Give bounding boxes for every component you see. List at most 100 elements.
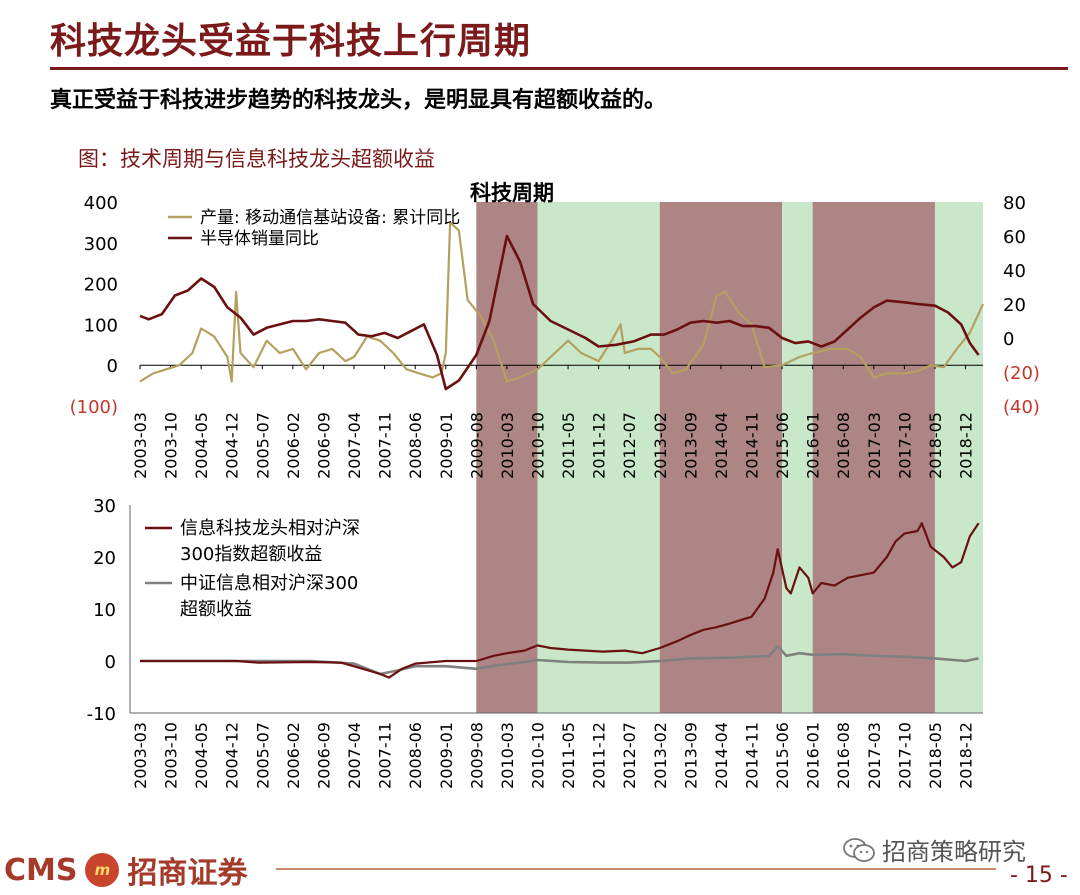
page-number: - 15 - [1010, 863, 1068, 888]
top-x-tick-label: 2006-02 [284, 412, 303, 479]
top-x-tick-label: 2004-05 [192, 412, 211, 479]
bottom-x-tick-label: 2013-09 [681, 722, 700, 789]
top-x-tick-label: 2014-04 [712, 412, 731, 479]
bottom-x-tick-label: 2014-04 [712, 722, 731, 789]
cycle-shade-2 [659, 202, 783, 713]
top-x-tick-label: 2013-09 [681, 412, 700, 479]
right-tick-label: 40 [1003, 261, 1026, 282]
bottom-y-tick-label: 30 [93, 496, 116, 517]
left-tick-label: 0 [107, 356, 118, 377]
left-tick-label: 300 [84, 234, 118, 255]
cycle-shade-4 [812, 202, 935, 713]
series-line-semiconductor [139, 234, 980, 391]
bottom-x-tick-label: 2015-06 [773, 722, 792, 789]
top-x-tick-label: 2012-07 [620, 412, 639, 479]
legend-label-csi-info-2: 超额收益 [180, 599, 252, 620]
cycle-shade-3 [782, 202, 813, 713]
top-x-tick-label: 2011-12 [590, 412, 609, 479]
page-subtitle: 真正受益于科技进步趋势的科技龙头，是明显具有超额收益的。 [50, 87, 667, 113]
bottom-x-tick-label: 2017-10 [895, 722, 914, 789]
top-x-tick-label: 2014-11 [743, 412, 762, 479]
legend-label-tech-leaders-1: 信息科技龙头相对沪深 [180, 518, 360, 539]
title-underline [50, 67, 1068, 70]
bottom-y-tick-label: -10 [87, 704, 116, 725]
bottom-x-tick-label: 2007-11 [376, 722, 395, 789]
bottom-x-tick-label: 2016-01 [804, 722, 823, 789]
top-x-tick-label: 2005-07 [253, 412, 272, 479]
logo-emblem-icon: m [85, 853, 120, 887]
bottom-x-tick-label: 2005-07 [253, 722, 272, 789]
top-x-tick-label: 2007-11 [376, 412, 395, 479]
top-x-tick-label: 2009-01 [437, 412, 456, 479]
footer-divider [276, 868, 996, 870]
left-tick-label: 100 [84, 315, 118, 336]
top-x-tick-label: 2018-05 [926, 412, 945, 479]
chart-area: 科技周期(100)0100200300400(40)(20)0204060802… [70, 181, 1040, 789]
legend-label-csi-info-1: 中证信息相对沪深300 [180, 573, 358, 594]
bottom-x-tick-label: 2007-04 [345, 722, 364, 789]
bottom-x-tick-label: 2006-09 [314, 722, 333, 789]
top-x-tick-label: 2016-08 [834, 412, 853, 479]
bottom-x-tick-label: 2003-10 [162, 722, 181, 789]
top-x-tick-label: 2016-01 [804, 412, 823, 479]
left-tick-label: (100) [70, 397, 118, 418]
right-tick-label: 20 [1003, 295, 1026, 316]
right-tick-label: (40) [1003, 397, 1040, 418]
top-x-tick-label: 2017-10 [895, 412, 914, 479]
bottom-x-tick-label: 2009-01 [437, 722, 456, 789]
cycle-shade-1 [537, 202, 660, 713]
left-tick-label: 200 [84, 275, 118, 296]
series-line-tech-leaders [140, 522, 980, 679]
top-x-tick-label: 2003-10 [162, 412, 181, 479]
top-x-tick-label: 2011-05 [559, 412, 578, 479]
bottom-x-tick-label: 2008-06 [406, 722, 425, 789]
bottom-y-tick-label: 10 [93, 600, 116, 621]
top-x-tick-label: 2017-03 [865, 412, 884, 479]
bottom-x-tick-label: 2006-02 [284, 722, 303, 789]
top-x-tick-label: 2003-03 [131, 412, 150, 479]
top-x-tick-label: 2009-08 [467, 412, 486, 479]
top-chart: 科技周期 (100) 0 100 200 300 400 (40) (20) 0 20 40 60 80 2… [70, 181, 1040, 479]
bottom-x-tick-label: 2004-05 [192, 722, 211, 789]
bottom-x-tick-label: 2018-05 [926, 722, 945, 789]
top-x-tick-label: 2007-04 [345, 412, 364, 479]
wechat-account: 招商策略研究 [842, 832, 1026, 867]
figure-title: 图：技术周期与信息科技龙头超额收益 [78, 147, 435, 171]
company-logo: CMS m 招商证券 [4, 850, 248, 892]
wechat-account-name: 招商策略研究 [882, 838, 1026, 866]
top-x-tick-label: 2008-06 [406, 412, 425, 479]
cycle-shading [476, 202, 983, 713]
bottom-x-tick-label: 2004-12 [223, 722, 242, 789]
legend-label-semiconductor: 半导体销量同比 [200, 229, 319, 249]
bottom-y-tick-label: 0 [105, 652, 116, 673]
page-title: 科技龙头受益于科技上行周期 [50, 20, 532, 62]
bottom-x-tick-label: 2017-03 [865, 722, 884, 789]
series-line-csi-info [140, 645, 979, 676]
wechat-icon [843, 837, 875, 862]
bottom-y-tick-label: 20 [93, 548, 116, 569]
cycle-annotation: 科技周期 [470, 181, 554, 205]
bottom-x-tick-label: 2014-11 [743, 722, 762, 789]
bottom-x-tick-label: 2018-12 [957, 722, 976, 789]
bottom-x-tick-label: 2003-03 [131, 722, 150, 789]
logo-cms-text: CMS [4, 852, 78, 888]
bottom-x-tick-label: 2012-07 [620, 722, 639, 789]
right-tick-label: 80 [1003, 193, 1026, 214]
bottom-x-tick-label: 2010-10 [528, 722, 547, 789]
top-x-tick-label: 2010-10 [528, 412, 547, 479]
top-x-tick-label: 2004-12 [223, 412, 242, 479]
right-tick-label: 60 [1003, 227, 1026, 248]
legend-label-tech-leaders-2: 300指数超额收益 [180, 544, 322, 565]
bottom-chart: -10 0 10 20 30 2003-03 2003-10 2004-05 2004-12 20… [87, 496, 983, 789]
cycle-shade-5 [934, 202, 983, 713]
right-tick-label: (20) [1003, 363, 1040, 384]
legend-label-base-station: 产量: 移动通信基站设备: 累计同比 [200, 208, 460, 228]
bottom-x-tick-label: 2011-05 [559, 722, 578, 789]
right-tick-label: 0 [1003, 329, 1014, 350]
top-x-tick-label: 2010-03 [498, 412, 517, 479]
bottom-x-tick-label: 2010-03 [498, 722, 517, 789]
brand-name: 招商证券 [127, 856, 248, 891]
bottom-x-tick-label: 2009-08 [467, 722, 486, 789]
